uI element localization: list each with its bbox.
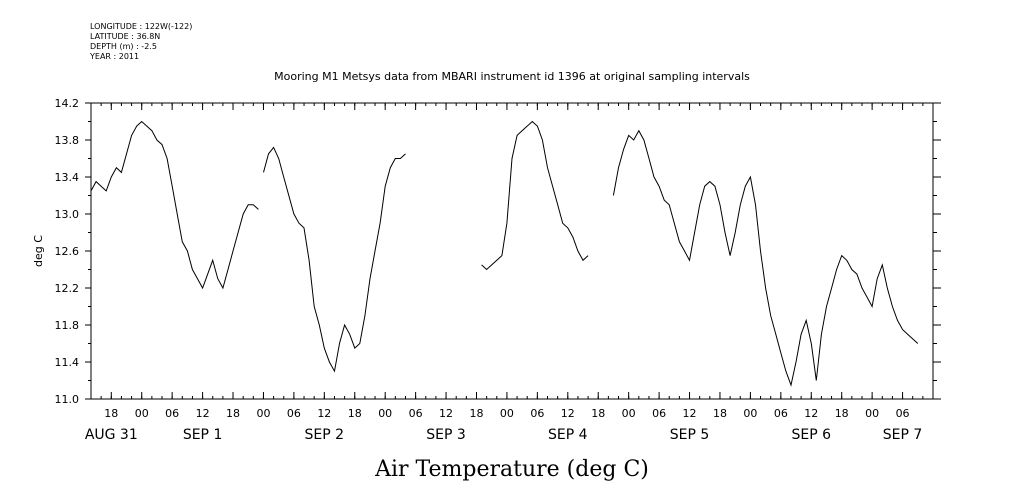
y-tick-label: 14.2 <box>55 97 80 110</box>
x-date-label: SEP 7 <box>883 427 923 443</box>
x-hour-label: 12 <box>196 407 210 420</box>
series-segment <box>612 129 919 387</box>
x-hour-label: 18 <box>835 407 849 420</box>
year-label: YEAR : 2011 <box>89 52 139 61</box>
y-tick-label: 11.8 <box>55 319 80 332</box>
x-hour-label: 00 <box>865 407 879 420</box>
series-segment <box>263 146 406 373</box>
x-hour-label: 18 <box>348 407 362 420</box>
x-hour-label: 06 <box>774 407 788 420</box>
x-hour-label: 18 <box>226 407 240 420</box>
x-hour-label: 18 <box>104 407 118 420</box>
x-hour-label: 12 <box>439 407 453 420</box>
x-hour-label: 00 <box>743 407 757 420</box>
x-hour-label: 00 <box>378 407 392 420</box>
y-tick-label: 12.2 <box>55 282 80 295</box>
longitude-label: LONGITUDE : 122W(-122) <box>90 22 192 31</box>
x-hour-label: 12 <box>683 407 697 420</box>
x-axis-label: Air Temperature (deg C) <box>374 457 649 482</box>
x-hour-label: 00 <box>622 407 636 420</box>
depth-label: DEPTH (m) : -2.5 <box>90 42 157 51</box>
x-date-label: SEP 3 <box>426 427 466 443</box>
x-hour-label: 06 <box>652 407 666 420</box>
x-date-label: SEP 2 <box>305 427 345 443</box>
axes: 11.0 11.4 11.8 12.2 12.6 13.0 13.4 13.8 14.2 18 00… <box>55 97 941 443</box>
series-segment <box>90 120 259 290</box>
x-hour-label: 06 <box>287 407 301 420</box>
latitude-label: LATITUDE : 36.8N <box>90 32 160 41</box>
x-hour-label: 12 <box>317 407 331 420</box>
x-hour-label: 00 <box>256 407 270 420</box>
y-tick-label: 13.4 <box>55 171 80 184</box>
x-date-label: SEP 1 <box>183 427 223 443</box>
x-hour-label: 12 <box>804 407 818 420</box>
series-segment <box>481 120 589 271</box>
series-air-temperature <box>90 120 919 387</box>
plot-frame <box>90 102 934 400</box>
x-date-label: SEP 6 <box>791 427 831 443</box>
x-hour-label: 06 <box>409 407 423 420</box>
x-hour-label: 00 <box>135 407 149 420</box>
x-hour-label: 18 <box>713 407 727 420</box>
chart-title: Mooring M1 Metsys data from MBARI instru… <box>274 70 750 83</box>
x-date-label: AUG 31 <box>85 427 138 443</box>
x-hour-label: 06 <box>165 407 179 420</box>
y-tick-label: 13.8 <box>55 134 80 147</box>
y-axis-label: deg C <box>32 235 45 267</box>
x-hour-label: 06 <box>530 407 544 420</box>
y-tick-label: 12.6 <box>55 245 80 258</box>
x-hour-label: 18 <box>469 407 483 420</box>
y-tick-label: 11.4 <box>55 356 80 369</box>
x-hour-label: 18 <box>591 407 605 420</box>
x-hour-label: 12 <box>561 407 575 420</box>
x-date-label: SEP 5 <box>670 427 710 443</box>
y-tick-label: 11.0 <box>55 393 80 406</box>
x-date-label: SEP 4 <box>548 427 588 443</box>
y-tick-label: 13.0 <box>55 208 80 221</box>
metadata-block: LONGITUDE : 122W(-122) LATITUDE : 36.8N … <box>89 22 192 61</box>
x-hour-label: 00 <box>500 407 514 420</box>
x-hour-label: 06 <box>896 407 910 420</box>
